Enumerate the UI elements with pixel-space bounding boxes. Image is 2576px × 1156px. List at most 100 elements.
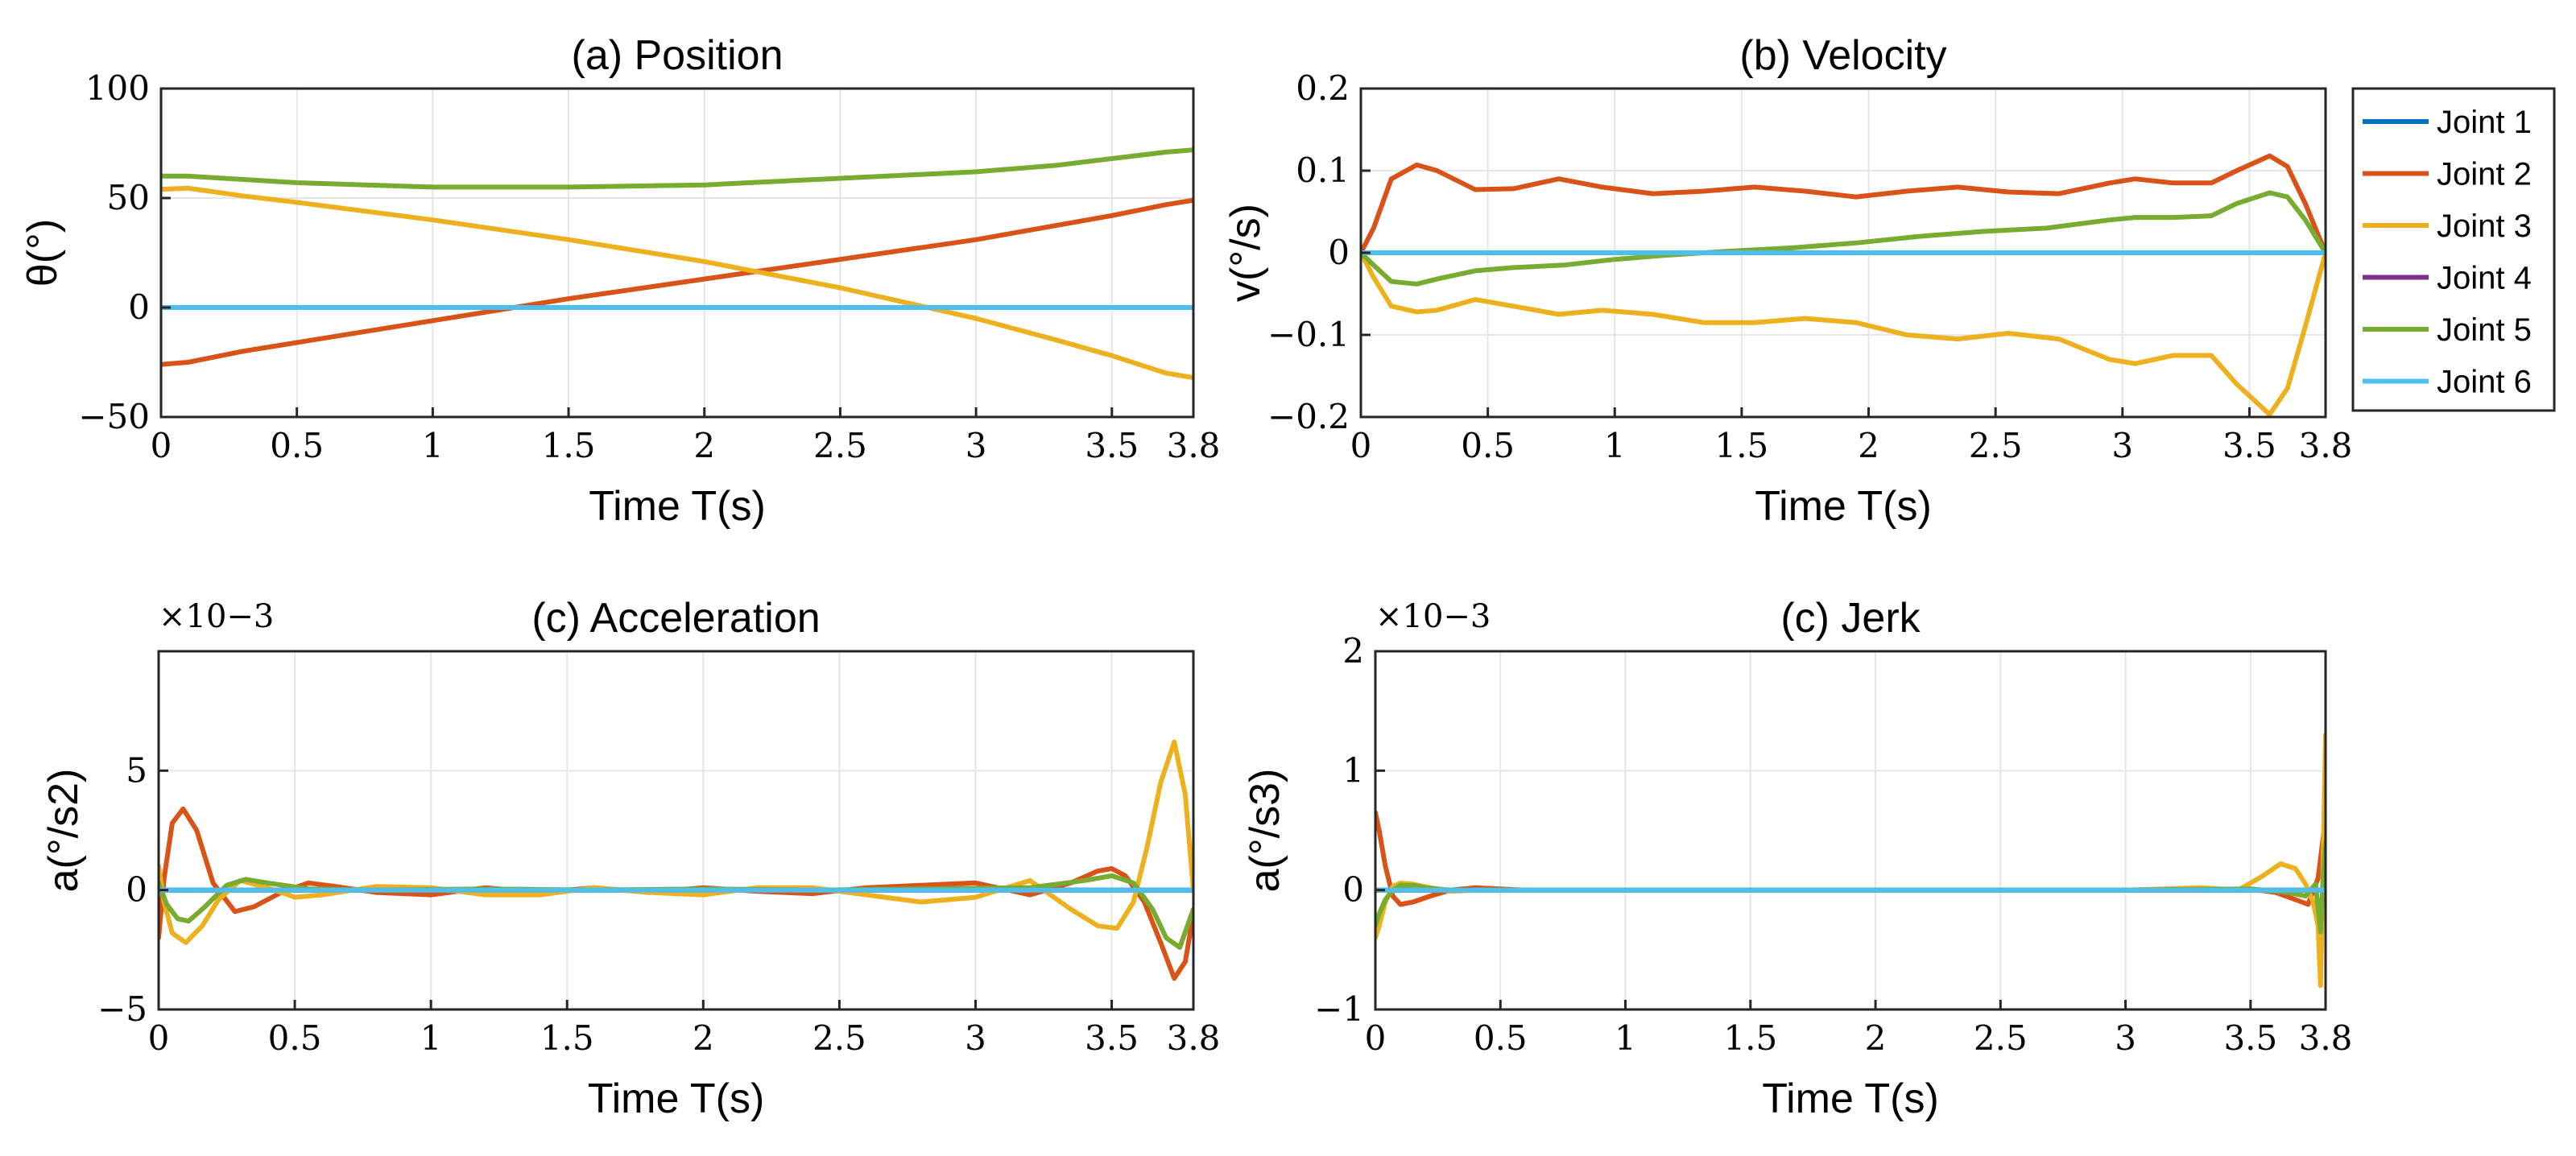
x-tick-label: 0.5 bbox=[1461, 426, 1515, 465]
axes-box bbox=[157, 650, 1195, 1011]
x-tick-label: 2 bbox=[693, 426, 715, 465]
legend: Joint 1 Joint 2 Joint 3 Joint 4 Joint 5 Joint… bbox=[2351, 87, 2556, 412]
chart-title: (c) Acceleration bbox=[531, 595, 820, 642]
y-axis-label: a(°/s3) bbox=[1242, 769, 1288, 893]
series-line-joint-3 bbox=[1361, 250, 2326, 417]
legend-entry-joint-1: Joint 1 bbox=[2363, 105, 2532, 140]
x-tick-label: 1 bbox=[422, 426, 444, 465]
y-tick-label: 1 bbox=[1342, 750, 1364, 790]
x-tick-label: 2 bbox=[1858, 426, 1879, 465]
y-tick-label: −0.2 bbox=[1267, 397, 1350, 436]
series-group bbox=[161, 147, 1193, 380]
y-tick-label: 0 bbox=[1342, 870, 1364, 910]
x-axis-label: Time T(s) bbox=[588, 1075, 765, 1122]
axis-exponent: ×10−3 bbox=[159, 598, 274, 635]
subplot-3: 0 0.5 1 1.5 2 2.5 3 3.5 3.8−505(c) AccelerationT… bbox=[40, 595, 1220, 1122]
x-tick-label: 1.5 bbox=[542, 426, 596, 465]
series-line-joint-2 bbox=[161, 197, 1193, 367]
legend-label: Joint 4 bbox=[2437, 261, 2532, 296]
x-tick-label: 3 bbox=[965, 426, 987, 465]
y-tick-label: −5 bbox=[97, 989, 147, 1029]
series-line-joint-2 bbox=[1361, 153, 2326, 255]
legend-label: Joint 5 bbox=[2437, 312, 2532, 348]
y-tick-label: 0.2 bbox=[1296, 68, 1350, 108]
x-tick-label: 1.5 bbox=[540, 1018, 594, 1058]
y-tick-label: 50 bbox=[107, 178, 150, 217]
x-tick-label: 3 bbox=[965, 1018, 986, 1058]
x-tick-label: 3 bbox=[2111, 426, 2133, 465]
y-tick-label: 2 bbox=[1342, 631, 1364, 671]
y-tick-label: 0 bbox=[1328, 233, 1350, 272]
x-tick-label: 1 bbox=[420, 1018, 442, 1058]
axes-box bbox=[159, 87, 1195, 419]
y-tick-label: 0.1 bbox=[1296, 151, 1350, 190]
axes-box bbox=[1374, 650, 2327, 1011]
x-tick-label: 3.5 bbox=[2223, 1018, 2277, 1058]
x-tick-label: 3.8 bbox=[2299, 1018, 2353, 1058]
x-tick-label: 3.5 bbox=[1085, 426, 1139, 465]
subplot-2: 0 0.5 1 1.5 2 2.5 3 3.5 3.8 −0.2 −0.1 0 0.1 0.2 (b) Ve… bbox=[1222, 32, 2352, 530]
legend-entry-joint-3: Joint 3 bbox=[2363, 208, 2532, 244]
legend-entry-joint-5: Joint 5 bbox=[2363, 312, 2532, 348]
x-tick-label: 0 bbox=[151, 426, 172, 465]
x-tick-label: 2.5 bbox=[812, 1018, 866, 1058]
series-group bbox=[1375, 732, 2326, 989]
series-group bbox=[1361, 153, 2326, 417]
x-tick-label: 2.5 bbox=[1969, 426, 2023, 465]
x-tick-label: 3.5 bbox=[1085, 1018, 1139, 1058]
series-group bbox=[159, 739, 1193, 981]
x-tick-label: 3.8 bbox=[2299, 426, 2353, 465]
x-axis-label: Time T(s) bbox=[589, 483, 766, 530]
chart-title: (c) Jerk bbox=[1780, 595, 1921, 642]
x-tick-label: 3.5 bbox=[2222, 426, 2276, 465]
legend-label: Joint 2 bbox=[2437, 157, 2532, 192]
chart-title: (a) Position bbox=[572, 32, 784, 79]
x-tick-label: 3 bbox=[2115, 1018, 2136, 1058]
series-line-joint-5 bbox=[161, 147, 1193, 190]
x-tick-label: 0.5 bbox=[1474, 1018, 1528, 1058]
x-tick-label: 0 bbox=[1365, 1018, 1387, 1058]
x-tick-label: 2 bbox=[1865, 1018, 1887, 1058]
x-tick-label: 1 bbox=[1615, 1018, 1636, 1058]
series-line-joint-3 bbox=[159, 739, 1193, 945]
y-tick-label: 0 bbox=[126, 870, 147, 910]
x-tick-label: 0.5 bbox=[270, 426, 324, 465]
x-tick-label: 1.5 bbox=[1714, 426, 1768, 465]
x-tick-label: 3.8 bbox=[1167, 1018, 1221, 1058]
y-tick-label: −50 bbox=[78, 397, 150, 436]
x-tick-label: 2.5 bbox=[813, 426, 867, 465]
legend-label: Joint 3 bbox=[2437, 208, 2532, 244]
legend-entry-joint-4: Joint 4 bbox=[2363, 261, 2532, 296]
y-tick-label: −0.1 bbox=[1267, 315, 1350, 354]
legend-label: Joint 6 bbox=[2437, 365, 2532, 400]
y-axis-label: θ(°) bbox=[19, 219, 66, 287]
chart-title: (b) Velocity bbox=[1739, 32, 1946, 79]
y-axis-label: v(°/s) bbox=[1222, 204, 1269, 302]
axis-exponent: ×10−3 bbox=[1375, 598, 1491, 635]
x-tick-label: 3.8 bbox=[1167, 426, 1221, 465]
x-tick-label: 1 bbox=[1604, 426, 1626, 465]
y-tick-label: 0 bbox=[128, 287, 150, 327]
legend-box bbox=[2351, 87, 2556, 412]
y-axis-label: a(°/s2) bbox=[40, 769, 87, 893]
x-axis-label: Time T(s) bbox=[1762, 1075, 1939, 1122]
x-tick-label: 0 bbox=[148, 1018, 170, 1058]
series-line-joint-5 bbox=[1361, 190, 2326, 287]
x-tick-label: 1.5 bbox=[1723, 1018, 1777, 1058]
x-tick-label: 2.5 bbox=[1974, 1018, 2028, 1058]
y-tick-label: 5 bbox=[126, 750, 147, 790]
legend-label: Joint 1 bbox=[2437, 105, 2532, 140]
legend-entry-joint-6: Joint 6 bbox=[2363, 365, 2532, 400]
series-line-joint-3 bbox=[161, 185, 1193, 380]
y-tick-label: −1 bbox=[1314, 989, 1364, 1029]
legend-entry-joint-2: Joint 2 bbox=[2363, 157, 2532, 192]
x-tick-label: 0.5 bbox=[268, 1018, 322, 1058]
x-axis-label: Time T(s) bbox=[1755, 483, 1932, 530]
x-tick-label: 2 bbox=[693, 1018, 714, 1058]
y-tick-label: 100 bbox=[85, 68, 150, 108]
